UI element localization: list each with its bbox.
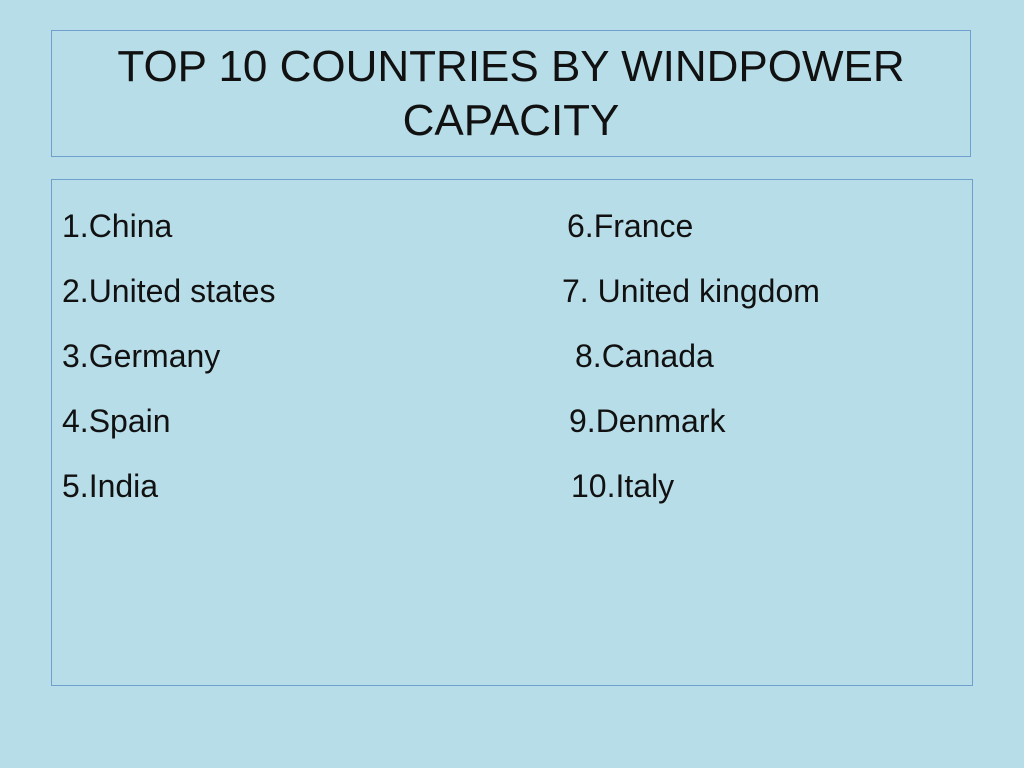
list-item: 2.United states [62, 273, 276, 309]
list-item: 5.India [62, 468, 159, 504]
content-placeholder: 1.China 2.United states 3.Germany 4.Spai… [51, 179, 973, 686]
left-country-list: 1.China 2.United states 3.Germany 4.Spai… [62, 194, 275, 519]
slide-title: TOP 10 COUNTRIES BY WINDPOWER CAPACITY [117, 41, 905, 145]
right-country-list: 6.France 7. United kingdom 8.Canada 9.De… [562, 194, 820, 519]
list-item: 10.Italy [571, 468, 675, 504]
list-item: 1.China [62, 208, 173, 244]
list-item: 8.Canada [575, 338, 714, 374]
list-item: 7. United kingdom [562, 273, 820, 309]
list-item: 6.France [567, 208, 694, 244]
list-item: 4.Spain [62, 403, 171, 439]
title-placeholder: TOP 10 COUNTRIES BY WINDPOWER CAPACITY [51, 30, 971, 157]
list-item: 3.Germany [62, 338, 221, 374]
list-item: 9.Denmark [569, 403, 726, 439]
